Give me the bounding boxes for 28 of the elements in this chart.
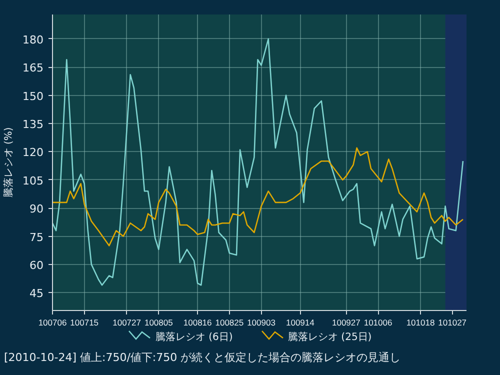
y-tick-label: 105 <box>22 174 44 188</box>
x-tick-label: 101018 <box>406 318 435 328</box>
x-tick-label: 100914 <box>286 318 315 328</box>
y-tick-label: 90 <box>30 202 44 216</box>
x-tick-label: 101027 <box>438 318 467 328</box>
y-tick-label: 165 <box>22 62 44 75</box>
x-tick-label: 100706 <box>38 318 67 328</box>
x-tick-label: 100727 <box>112 318 142 328</box>
x-tick-label: 100805 <box>144 318 174 328</box>
line-series <box>52 38 464 286</box>
x-tick-label: 100715 <box>70 318 99 328</box>
x-tick-label: 100816 <box>183 318 212 328</box>
y-tick-label: 120 <box>22 146 44 160</box>
y-axis-title: 騰落レシオ (%) <box>2 127 15 198</box>
line-series <box>52 147 464 246</box>
x-tick-label: 100903 <box>247 318 276 328</box>
x-tick-label: 101006 <box>364 318 392 328</box>
x-tick-label: 100927 <box>332 318 361 328</box>
y-tick-label: 180 <box>22 33 44 46</box>
y-tick-label: 60 <box>30 258 44 272</box>
y-tick-label: 75 <box>30 230 44 244</box>
y-tick-label: 135 <box>22 118 44 132</box>
y-tick-label: 45 <box>30 287 44 300</box>
y-tick-label: 150 <box>22 90 44 103</box>
legend-label: 騰落レシオ (25日) <box>288 332 372 343</box>
text: [2010-10-24] 値上:750/値下:750 が続くと仮定した場合の騰落レシオの見通し <box>4 350 401 366</box>
legend-label: 騰落レシオ (6日) <box>155 332 233 343</box>
x-tick-label: 100825 <box>215 318 244 328</box>
